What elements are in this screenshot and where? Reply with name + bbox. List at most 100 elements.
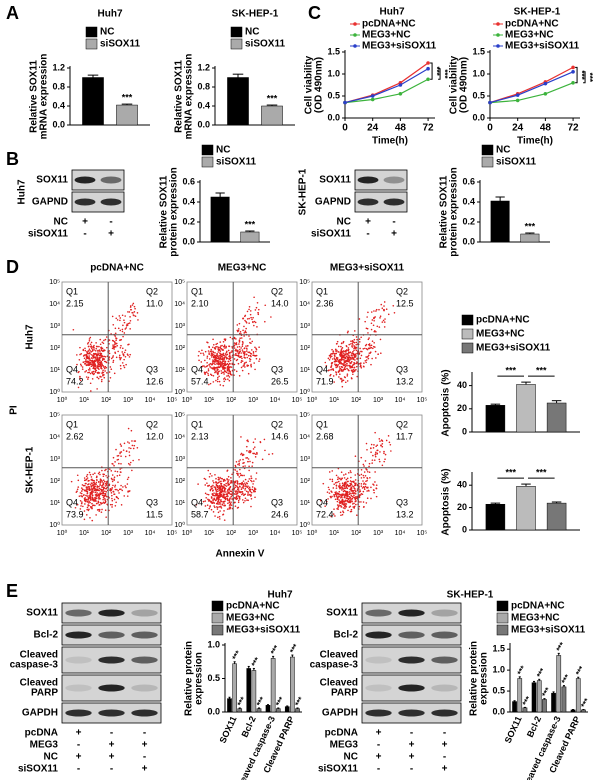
event-dot — [219, 352, 221, 354]
event-dot — [202, 365, 204, 367]
event-dot — [128, 322, 131, 324]
event-dot — [342, 356, 345, 359]
event-dot — [89, 336, 92, 339]
event-dot — [388, 441, 391, 444]
event-dot — [268, 453, 270, 456]
legend-label: MEG3+NC — [362, 30, 411, 41]
condition-sign: - — [443, 728, 446, 739]
event-dot — [217, 348, 219, 350]
event-dot — [242, 487, 245, 489]
event-dot — [219, 363, 222, 365]
event-dot — [225, 485, 228, 487]
event-dot — [234, 486, 237, 489]
event-dot — [344, 368, 347, 371]
event-dot — [238, 322, 241, 325]
event-dot — [84, 496, 86, 499]
blot-row-label: caspase-3 — [310, 660, 359, 671]
significance: *** — [432, 66, 441, 76]
event-dot — [238, 341, 241, 343]
event-dot — [219, 476, 221, 479]
event-dot — [243, 332, 245, 334]
event-dot — [347, 351, 350, 354]
event-dot — [112, 463, 114, 465]
event-dot — [346, 362, 348, 365]
event-dot — [128, 343, 130, 346]
event-dot — [369, 351, 372, 353]
event-dot — [239, 331, 242, 333]
event-dot — [89, 382, 92, 385]
event-dot — [90, 359, 93, 362]
event-dot — [81, 366, 84, 368]
x-tick-label: 10³ — [373, 397, 384, 404]
event-dot — [122, 364, 125, 367]
event-dot — [212, 499, 214, 502]
event-dot — [80, 487, 83, 489]
event-dot — [113, 479, 115, 481]
event-dot — [93, 344, 95, 347]
bar — [256, 708, 262, 713]
event-dot — [246, 486, 249, 489]
event-dot — [384, 453, 387, 456]
event-dot — [359, 489, 361, 491]
blot-row-label: SOX11 — [26, 608, 58, 619]
event-dot — [383, 301, 386, 303]
event-dot — [230, 495, 233, 498]
event-dot — [245, 485, 248, 487]
event-dot — [93, 354, 95, 357]
event-dot — [334, 493, 337, 496]
event-dot — [245, 361, 247, 364]
event-dot — [369, 476, 371, 479]
event-dot — [112, 491, 115, 493]
event-dot — [336, 340, 339, 343]
event-dot — [111, 497, 113, 500]
event-dot — [237, 362, 240, 365]
event-dot — [223, 519, 226, 521]
event-dot — [130, 429, 133, 432]
event-dot — [120, 455, 122, 457]
quadrant-label: Q2 — [146, 286, 158, 296]
event-dot — [99, 484, 101, 486]
event-dot — [361, 350, 363, 353]
event-dot — [217, 351, 220, 353]
event-dot — [100, 360, 103, 363]
event-dot — [131, 304, 134, 306]
event-dot — [352, 350, 354, 353]
event-dot — [353, 487, 356, 489]
bar — [570, 709, 576, 713]
event-dot — [358, 318, 361, 320]
event-dot — [344, 507, 346, 510]
point — [515, 93, 520, 97]
event-dot — [350, 343, 352, 345]
event-dot — [217, 359, 220, 362]
event-dot — [212, 494, 215, 497]
event-dot — [100, 479, 103, 482]
event-dot — [338, 483, 341, 485]
event-dot — [218, 506, 221, 508]
panel-label: E — [6, 581, 18, 601]
y-axis-label: Relative protein — [184, 641, 195, 716]
event-dot — [354, 356, 357, 358]
event-dot — [340, 345, 342, 348]
event-dot — [247, 372, 250, 375]
event-dot — [91, 350, 94, 352]
event-dot — [247, 364, 250, 367]
event-dot — [120, 367, 122, 370]
event-dot — [256, 326, 258, 328]
event-dot — [209, 382, 212, 385]
event-dot — [119, 329, 122, 332]
event-dot — [354, 489, 356, 491]
event-dot — [97, 362, 99, 365]
event-dot — [246, 318, 249, 320]
event-dot — [242, 458, 244, 461]
event-dot — [219, 358, 222, 360]
event-dot — [256, 301, 259, 304]
event-dot — [103, 480, 106, 483]
blot-row-label: Cleaved — [20, 678, 58, 689]
event-dot — [365, 347, 368, 350]
point — [571, 81, 575, 85]
blot-band — [398, 709, 425, 717]
event-dot — [208, 358, 211, 360]
event-dot — [343, 493, 345, 496]
significance: *** — [577, 70, 586, 80]
y-tick-label: 1.2 — [197, 62, 210, 72]
